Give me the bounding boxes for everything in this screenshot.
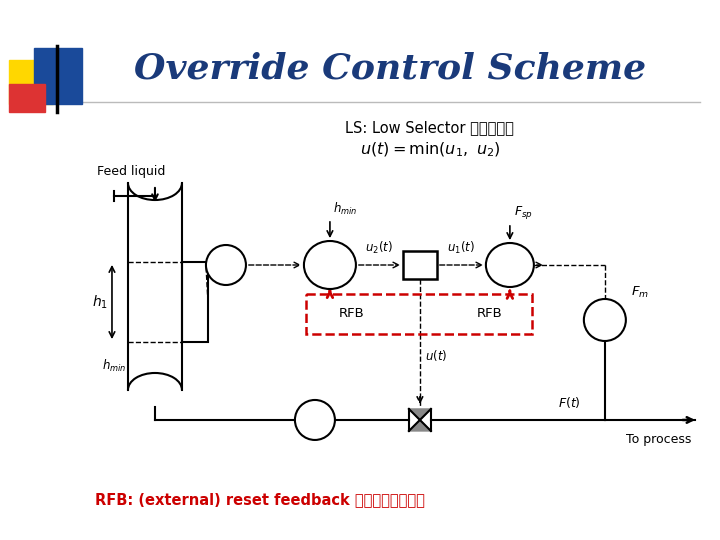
Text: LS: Low Selector （低选器）: LS: Low Selector （低选器） — [346, 120, 514, 136]
Text: LC: LC — [323, 256, 336, 266]
Text: RFB: (external) reset feedback （外部积分反馈）: RFB: (external) reset feedback （外部积分反馈） — [95, 492, 425, 508]
Text: FT: FT — [599, 311, 611, 321]
FancyBboxPatch shape — [403, 251, 437, 279]
Text: $F_{sp}$: $F_{sp}$ — [514, 204, 533, 221]
Ellipse shape — [486, 243, 534, 287]
Text: To process: To process — [626, 433, 692, 446]
Bar — [9, 84, 45, 112]
Text: $h_{min}$: $h_{min}$ — [333, 201, 357, 217]
Ellipse shape — [584, 299, 626, 341]
Text: RFB: RFB — [477, 307, 503, 321]
Text: 12: 12 — [598, 322, 611, 332]
Polygon shape — [409, 409, 431, 420]
Text: $F_m$: $F_m$ — [631, 285, 649, 300]
Text: Override Control Scheme: Override Control Scheme — [134, 51, 646, 85]
Text: LT: LT — [220, 256, 231, 266]
Text: 12: 12 — [503, 267, 516, 277]
Text: FC: FC — [503, 256, 516, 266]
Text: $h_1$: $h_1$ — [92, 293, 108, 310]
Circle shape — [295, 400, 335, 440]
Bar — [34, 48, 82, 104]
Text: $h_{min}$: $h_{min}$ — [102, 358, 126, 374]
Ellipse shape — [304, 241, 356, 289]
Text: $u(t)$: $u(t)$ — [425, 348, 447, 363]
Text: 23: 23 — [220, 267, 233, 277]
Text: $u_1(t)$: $u_1(t)$ — [448, 240, 475, 256]
Text: Feed liquid: Feed liquid — [97, 165, 166, 178]
Bar — [306, 294, 532, 334]
Text: 23: 23 — [323, 267, 336, 277]
Text: $u_2(t)$: $u_2(t)$ — [366, 240, 393, 256]
Text: RFB: RFB — [339, 307, 365, 321]
Bar — [182, 262, 208, 342]
Polygon shape — [409, 420, 431, 431]
Text: LS: LS — [410, 258, 429, 272]
Text: $F(t)$: $F(t)$ — [559, 395, 581, 410]
Circle shape — [206, 245, 246, 285]
Text: $u(t) = \mathrm{min}(u_1,\ u_2)$: $u(t) = \mathrm{min}(u_1,\ u_2)$ — [359, 141, 500, 159]
Bar — [9, 60, 53, 104]
